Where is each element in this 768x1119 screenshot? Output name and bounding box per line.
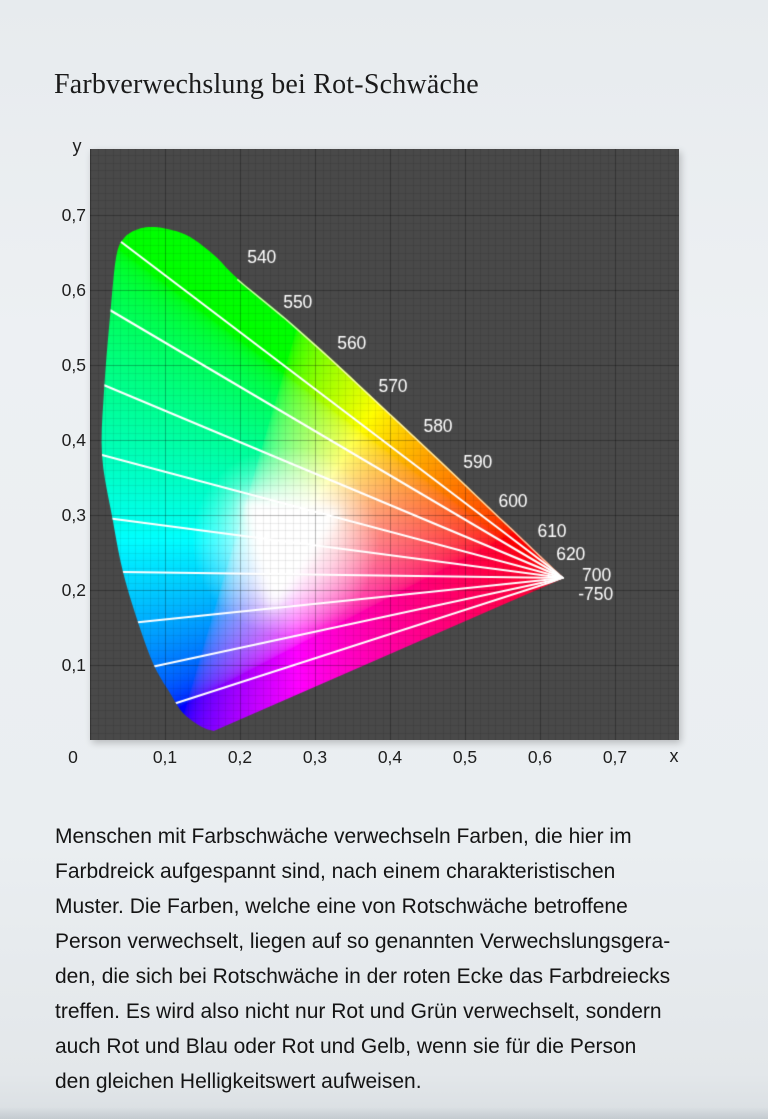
y-tick: 0,4 — [61, 430, 86, 450]
body-text-line: Muster. Die Farben, welche eine von Rots… — [55, 895, 628, 918]
y-tick: 0,3 — [61, 505, 86, 525]
x-tick: 0,4 — [377, 747, 403, 767]
page-title: Farbverwechslung bei Rot-Schwäche — [54, 68, 479, 100]
x-tick: 0 — [68, 747, 78, 767]
body-text-line: den, die sich bei Rotschwäche in der rot… — [55, 965, 671, 988]
body-text-line: treffen. Es wird also nicht nur Rot und … — [55, 1000, 662, 1023]
y-tick: 0,2 — [61, 580, 86, 600]
x-tick: 0,2 — [227, 747, 253, 767]
y-tick: 0,6 — [61, 280, 86, 300]
y-axis-title: y — [72, 136, 82, 156]
x-tick: 0,6 — [527, 747, 553, 767]
x-tick: 0,5 — [452, 747, 478, 767]
y-tick: 0,5 — [61, 355, 86, 375]
bottom-edge-shade — [0, 1107, 768, 1119]
body-text: Menschen mit Farbschwäche verwechseln Fa… — [55, 819, 745, 1099]
body-text-line: Farbdreick aufgespannt sind, nach einem … — [55, 860, 616, 883]
y-tick: 0,7 — [61, 205, 86, 225]
x-tick: 0,1 — [152, 747, 178, 767]
y-tick: 0,1 — [61, 655, 86, 675]
body-text-line: den gleichen Helligkeitswert aufweisen. — [55, 1070, 422, 1093]
chromaticity-chart: y x 0,7 0,6 0,5 0,4 0,3 0,2 0,1 0 0,1 0,2 0,3 0,4 0… — [61, 136, 679, 767]
x-axis-title: x — [669, 746, 679, 766]
cie-diagram-canvas — [90, 149, 679, 740]
x-tick: 0,7 — [602, 747, 628, 767]
body-text-line: Person verwechselt, liegen auf so genann… — [55, 930, 671, 953]
x-tick: 0,3 — [302, 747, 328, 767]
body-text-line: Menschen mit Farbschwäche verwechseln Fa… — [55, 825, 632, 848]
body-text-line: auch Rot und Blau oder Rot und Gelb, wen… — [55, 1035, 637, 1058]
